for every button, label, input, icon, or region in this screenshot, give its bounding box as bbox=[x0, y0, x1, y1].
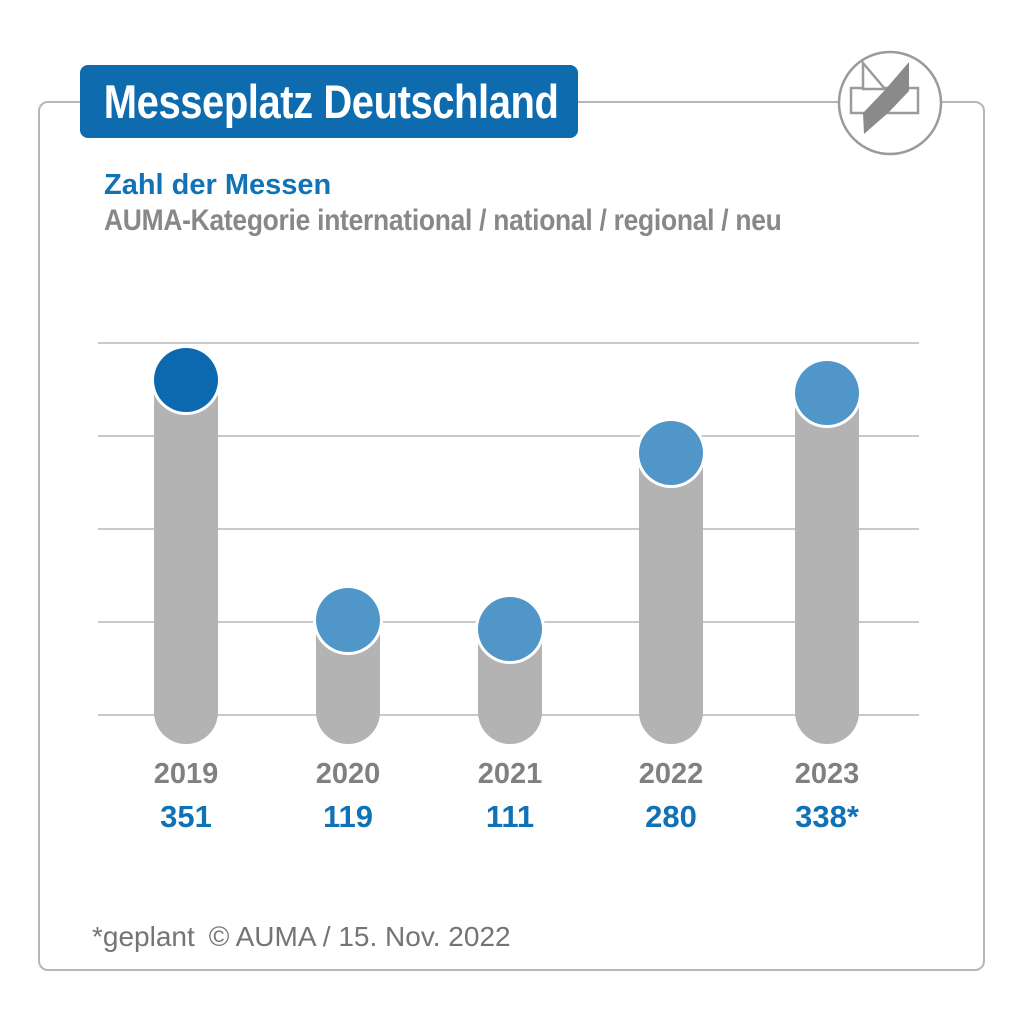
chart-title: Zahl der Messen bbox=[104, 169, 332, 201]
bar-dot-2022 bbox=[639, 421, 703, 486]
year-label-2021: 2021 bbox=[477, 758, 543, 790]
value-label-2022: 280 bbox=[645, 799, 697, 834]
bar-dot-2023 bbox=[795, 361, 859, 426]
footer-note: *geplant © AUMA / 15. Nov. 2022 bbox=[92, 921, 511, 953]
source-text: © AUMA / 15. Nov. 2022 bbox=[208, 921, 511, 952]
value-label-2021: 111 bbox=[485, 799, 535, 834]
bar-dot-2019 bbox=[154, 347, 218, 412]
value-label-2019: 351 bbox=[160, 799, 212, 834]
year-label-2023: 2023 bbox=[794, 758, 860, 790]
bar-dot-2021 bbox=[478, 596, 542, 661]
footnote-text: *geplant bbox=[92, 921, 195, 952]
chart-subtitle: AUMA-Kategorie international / national … bbox=[104, 204, 782, 237]
value-label-2020: 119 bbox=[322, 799, 373, 834]
auma-logo-icon bbox=[837, 50, 943, 156]
gridline bbox=[98, 528, 919, 530]
year-label-2020: 2020 bbox=[315, 758, 381, 790]
gridline bbox=[98, 435, 919, 437]
value-label-2023: 338* bbox=[795, 799, 859, 834]
year-label-2022: 2022 bbox=[638, 758, 704, 790]
year-label-2019: 2019 bbox=[153, 758, 219, 790]
bar-2022 bbox=[639, 433, 703, 744]
bar-2023 bbox=[795, 373, 859, 744]
gridline bbox=[98, 342, 919, 344]
bar-2019 bbox=[154, 359, 218, 744]
page-title: Messeplatz Deutschland bbox=[103, 75, 559, 128]
title-banner: Messeplatz Deutschland bbox=[80, 65, 578, 138]
bar-dot-2020 bbox=[316, 588, 380, 653]
